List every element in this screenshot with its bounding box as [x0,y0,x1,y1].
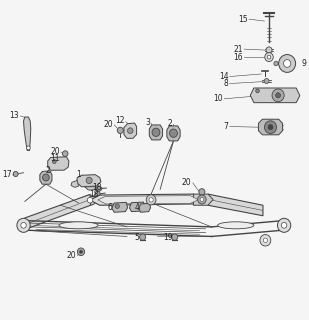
Circle shape [199,189,205,195]
Circle shape [170,129,177,137]
Polygon shape [208,194,263,216]
Circle shape [263,238,268,243]
Circle shape [21,222,26,228]
Circle shape [152,128,160,136]
Text: 1: 1 [76,170,81,179]
Ellipse shape [218,222,254,229]
Circle shape [140,234,146,240]
Circle shape [198,195,206,204]
Circle shape [172,234,178,240]
Circle shape [200,197,204,201]
Polygon shape [77,175,101,187]
Polygon shape [250,88,300,103]
Circle shape [115,204,119,208]
Circle shape [274,61,278,66]
Text: 14: 14 [219,72,228,81]
Text: 20: 20 [182,178,192,187]
Polygon shape [112,202,128,212]
Circle shape [27,146,30,150]
Text: 4: 4 [134,203,139,212]
Polygon shape [167,126,180,141]
Text: 19: 19 [163,233,173,242]
Circle shape [281,222,287,228]
Circle shape [272,89,284,102]
Circle shape [256,89,259,93]
Circle shape [276,93,281,98]
Text: 20: 20 [50,147,60,156]
Polygon shape [90,194,202,205]
Polygon shape [258,119,283,135]
Polygon shape [149,125,163,140]
Ellipse shape [59,222,98,229]
Circle shape [146,195,156,205]
Circle shape [264,78,269,84]
Circle shape [79,250,83,253]
Circle shape [284,60,291,67]
Polygon shape [139,203,150,212]
Text: 18: 18 [92,183,102,192]
Circle shape [267,55,271,59]
Circle shape [277,218,291,232]
Text: 12: 12 [115,116,125,125]
Circle shape [128,128,133,133]
Circle shape [117,127,123,133]
Polygon shape [85,187,97,190]
Text: 7: 7 [224,122,228,131]
Polygon shape [98,196,198,204]
Polygon shape [25,195,91,229]
Circle shape [62,151,68,156]
Circle shape [17,218,30,232]
Text: 3: 3 [146,118,150,127]
Polygon shape [48,157,69,170]
Polygon shape [23,117,31,150]
Polygon shape [40,171,52,184]
Text: 9: 9 [302,59,307,68]
Text: 20: 20 [104,120,113,130]
Circle shape [95,191,100,196]
Polygon shape [193,194,213,205]
Text: 18: 18 [90,189,99,199]
Polygon shape [71,180,78,188]
Circle shape [87,197,93,203]
Text: 15: 15 [238,15,248,24]
Text: 2: 2 [46,166,51,175]
Circle shape [86,177,92,184]
Polygon shape [124,123,137,138]
Text: 21: 21 [234,44,243,54]
Ellipse shape [84,195,96,205]
Text: 5: 5 [135,233,140,242]
Text: 6: 6 [108,203,112,212]
Circle shape [279,54,296,72]
Circle shape [53,160,56,164]
Circle shape [265,121,277,133]
Circle shape [268,124,273,130]
Circle shape [43,174,49,181]
Circle shape [265,52,273,61]
Circle shape [77,248,85,256]
Text: 13: 13 [10,111,19,120]
Text: 11: 11 [50,154,60,163]
Text: 10: 10 [214,94,223,103]
Circle shape [13,172,18,177]
Text: 8: 8 [224,79,228,88]
Circle shape [97,186,102,191]
Polygon shape [129,202,145,212]
Text: 17: 17 [2,171,11,180]
Text: 20: 20 [67,251,76,260]
Text: 16: 16 [233,52,243,61]
Circle shape [260,235,271,246]
Circle shape [266,47,272,53]
Circle shape [149,197,153,202]
Text: 2: 2 [167,119,172,128]
